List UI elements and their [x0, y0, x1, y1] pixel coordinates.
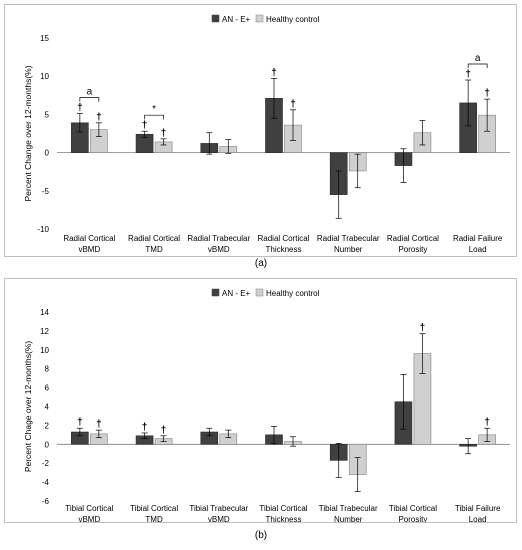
significance-dagger: † — [142, 120, 148, 131]
panel-label-b: (b) — [254, 530, 268, 541]
y-tick-label: -10 — [37, 225, 49, 234]
significance-dagger: † — [465, 69, 471, 80]
category-label: Radial Trabecular Number — [317, 234, 380, 254]
legend-swatch-control — [255, 14, 264, 23]
significance-dagger: † — [420, 323, 426, 334]
significance-dagger: † — [77, 417, 83, 428]
y-tick-label: 14 — [40, 308, 49, 317]
y-tick-label: 15 — [40, 34, 49, 43]
legend-label-an: AN - E+ — [222, 15, 251, 24]
y-tick-label: -5 — [42, 187, 50, 196]
legend-label-an: AN - E+ — [222, 289, 251, 298]
y-tick-label: 0 — [45, 149, 50, 158]
bracket-label: * — [152, 104, 156, 115]
y-axis-label: Percent Change over 12-months(%) — [23, 65, 33, 201]
y-tick-label: 0 — [45, 440, 50, 449]
legend-swatch-an — [211, 288, 220, 297]
category-label: Radial Trabecular vBMD — [187, 234, 250, 254]
chart-panel-b: -6 -4 -2 0 2 4 6 8 10 12 14 Percent Chage over 12-m… — [4, 278, 517, 523]
significance-dagger: † — [96, 112, 102, 123]
category-label: Tibial Cortical Thickness — [259, 504, 307, 522]
category-label: Radial Cortical vBMD — [63, 234, 115, 254]
category-label: Tibial Cortical Porosity — [389, 504, 437, 522]
y-tick-label: 10 — [40, 72, 49, 81]
category-label: Tibial Failure Load — [455, 504, 501, 522]
y-tick-label: -6 — [42, 497, 50, 506]
significance-bracket — [467, 63, 488, 69]
y-tick-label: 2 — [45, 421, 50, 430]
chart-panel-a: -10 -5 0 5 10 15 Percent Change over 12-months… — [4, 4, 517, 257]
panel-label-a: (a) — [254, 258, 268, 269]
category-label: Tibial Cortical TMD — [130, 504, 178, 522]
y-tick-label: 4 — [45, 403, 50, 412]
y-tick-label: 5 — [45, 110, 50, 119]
legend-swatch-control — [255, 288, 264, 297]
legend-swatch-an — [211, 14, 220, 23]
y-tick-label: 12 — [40, 327, 49, 336]
significance-dagger: † — [161, 425, 167, 436]
significance-dagger: † — [77, 103, 83, 114]
legend-label-control: Healthy control — [266, 289, 320, 298]
category-label: Radial Cortical Porosity — [387, 234, 439, 254]
category-label: Tibial Trabecular Number — [319, 504, 378, 522]
significance-dagger: † — [142, 422, 148, 433]
significance-bracket — [79, 97, 100, 102]
significance-dagger: † — [271, 67, 277, 78]
significance-bracket — [144, 114, 164, 120]
legend-label-control: Healthy control — [266, 15, 320, 24]
category-label: Radial Cortical TMD — [128, 234, 180, 254]
chart-b-svg: -6 -4 -2 0 2 4 6 8 10 12 14 Percent Chage over 12-m… — [23, 288, 510, 522]
y-axis-label: Percent Chage over 12-months(%) — [23, 341, 33, 473]
significance-dagger: † — [96, 419, 102, 430]
category-label: Tibial Cortical vBMD — [65, 504, 113, 522]
bracket-label: a — [475, 53, 481, 64]
y-tick-label: 10 — [40, 346, 49, 355]
significance-dagger: † — [484, 88, 490, 99]
chart-a-svg: -10 -5 0 5 10 15 Percent Change over 12-months… — [23, 14, 510, 254]
y-tick-label: 8 — [45, 365, 50, 374]
category-label: Radial Failure Load — [453, 234, 503, 254]
y-tick-label: 6 — [45, 384, 50, 393]
bracket-label: a — [87, 87, 93, 98]
significance-dagger: † — [290, 99, 296, 110]
y-tick-label: -4 — [42, 478, 50, 487]
category-label: Tibial Trabecular vBMD — [189, 504, 248, 522]
y-tick-label: -2 — [42, 459, 50, 468]
significance-dagger: † — [161, 128, 167, 139]
category-label: Radial Cortical Thickness — [257, 234, 309, 254]
significance-dagger: † — [484, 417, 490, 428]
